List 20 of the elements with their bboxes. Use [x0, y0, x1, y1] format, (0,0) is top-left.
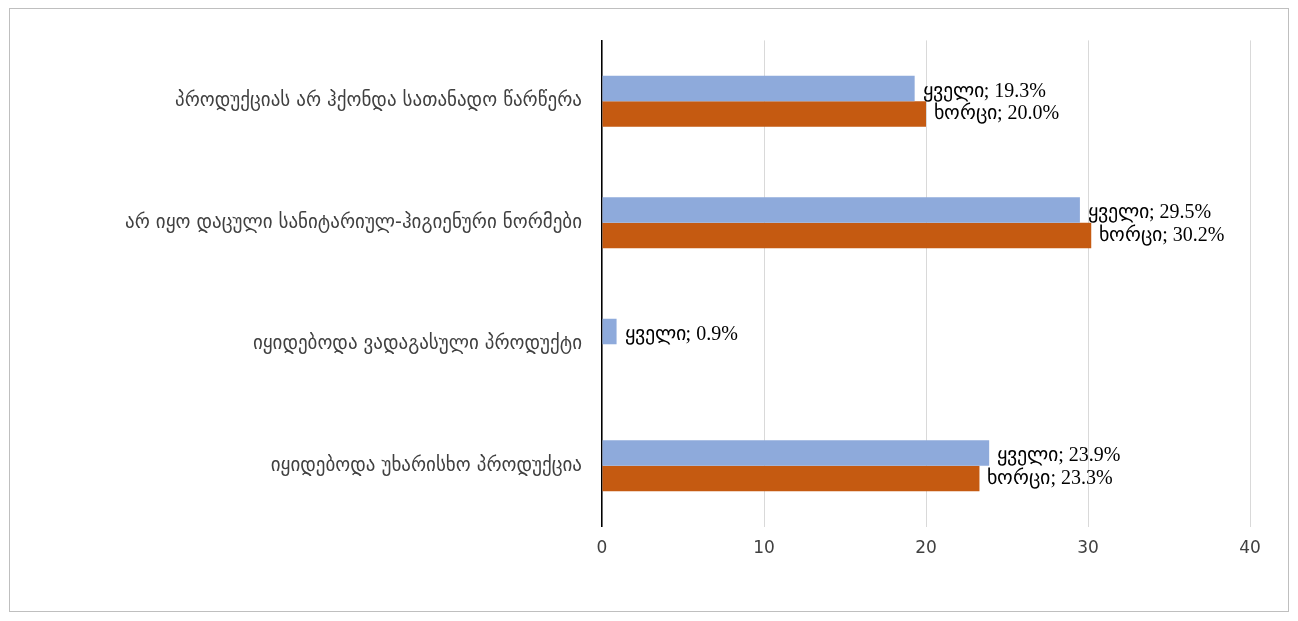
x-tick-label: 30 — [1077, 537, 1099, 558]
y-tick-label: იყიდებოდა უხარისხო პროდუქცია — [270, 452, 582, 476]
data-label: ყველი; 19.3% — [922, 78, 1046, 102]
bar — [602, 101, 926, 127]
x-tick-label: 10 — [753, 537, 775, 558]
y-tick-label: პროდუქციას არ ჰქონდა სათანადო წარწერა — [175, 88, 582, 112]
data-label: ხორცი; 20.0% — [934, 101, 1060, 125]
y-tick-label: იყიდებოდა ვადაგასული პროდუქტი — [252, 331, 582, 355]
y-tick-label: არ იყო დაცული სანიტარიულ-ჰიგიენური ნორმები — [125, 209, 582, 233]
x-tick-label: 0 — [596, 537, 608, 558]
x-tick-label: 40 — [1239, 537, 1261, 558]
x-tick-label: 20 — [915, 537, 937, 558]
bar — [602, 465, 980, 492]
data-label: ყველი; 0.9% — [624, 321, 738, 345]
bar — [602, 75, 915, 102]
bar — [602, 318, 617, 345]
data-label: ყველი; 29.5% — [1087, 200, 1212, 224]
data-label: ყველი; 23.9% — [997, 443, 1121, 467]
bar — [602, 440, 990, 466]
bar — [602, 197, 1080, 223]
